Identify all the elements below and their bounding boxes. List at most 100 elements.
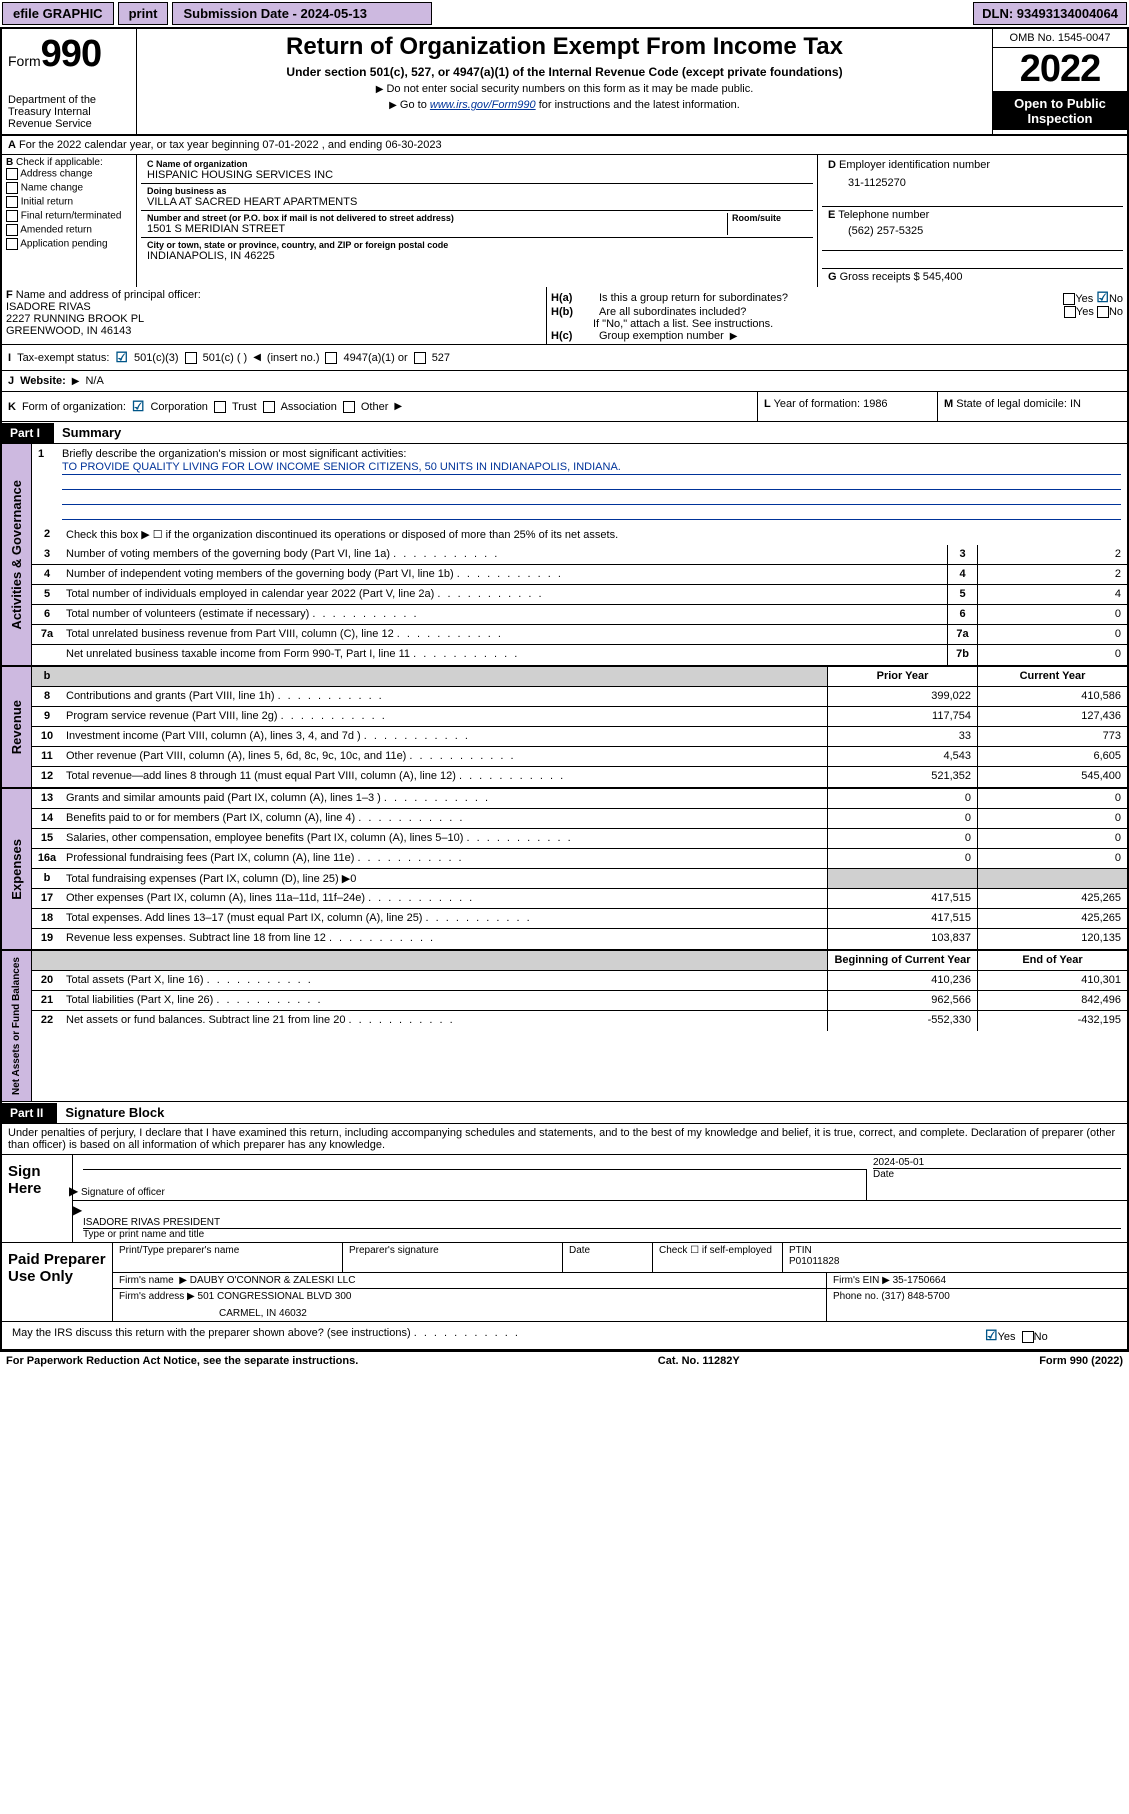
no-label: No	[1109, 293, 1123, 305]
name-change-checkbox[interactable]	[6, 182, 18, 194]
officer-addr1: 2227 RUNNING BROOK PL	[6, 313, 542, 325]
app-pending-checkbox[interactable]	[6, 238, 18, 250]
line-value: 0	[977, 605, 1127, 624]
prior-value: 417,515	[827, 889, 977, 908]
527-checkbox[interactable]	[414, 352, 426, 364]
line-value: 2	[977, 565, 1127, 584]
sig-officer-label: Signature of officer	[81, 1187, 165, 1198]
letter-i: I	[8, 352, 11, 364]
sidebar-expenses: Expenses	[2, 789, 32, 949]
firm-name-label: Firm's name	[119, 1275, 174, 1286]
line-text: Total revenue—add lines 8 through 11 (mu…	[62, 767, 827, 787]
amended-return-checkbox[interactable]	[6, 224, 18, 236]
501c: 501(c) ( )	[203, 352, 248, 364]
line-box: 6	[947, 605, 977, 624]
letter-m: M	[944, 398, 953, 410]
line-box: 7b	[947, 645, 977, 665]
letter-e: E	[828, 209, 835, 221]
org-name: HISPANIC HOUSING SERVICES INC	[147, 169, 807, 181]
form-990-container: Form990 Department of the Treasury Inter…	[0, 27, 1129, 1352]
submission-date-button[interactable]: Submission Date - 2024-05-13	[172, 2, 432, 25]
topbar: efile GRAPHIC print Submission Date - 20…	[0, 0, 1129, 27]
letter-c: C	[147, 159, 154, 169]
ein-value: 31-1125270	[828, 177, 1117, 189]
part1-header: Part I	[2, 423, 54, 443]
prior-value: 417,515	[827, 909, 977, 928]
website-value: N/A	[85, 375, 103, 387]
501c-checkbox[interactable]	[185, 352, 197, 364]
cb-initial: Initial return	[21, 197, 73, 208]
print-button[interactable]: print	[118, 2, 169, 25]
4947-checkbox[interactable]	[325, 352, 337, 364]
line-text: Total number of individuals employed in …	[62, 585, 947, 604]
city-value: INDIANAPOLIS, IN 46225	[147, 250, 807, 262]
line-box: 5	[947, 585, 977, 604]
assoc-checkbox[interactable]	[263, 401, 275, 413]
ha-text: Is this a group return for subordinates?	[599, 292, 1057, 304]
goto-post: for instructions and the latest informat…	[536, 99, 740, 111]
hb-no-checkbox[interactable]	[1097, 306, 1109, 318]
line-text: Grants and similar amounts paid (Part IX…	[62, 789, 827, 808]
gross-value: 545,400	[923, 271, 963, 283]
prior-value: 410,236	[827, 971, 977, 990]
firm-ein-label: Firm's EIN	[833, 1275, 879, 1286]
current-value: 120,135	[977, 929, 1127, 949]
irs-link[interactable]: www.irs.gov/Form990	[430, 99, 536, 111]
department-label: Department of the Treasury Internal Reve…	[8, 94, 130, 130]
discuss-no-checkbox[interactable]	[1022, 1331, 1034, 1343]
final-return-checkbox[interactable]	[6, 210, 18, 222]
cb-address: Address change	[20, 169, 92, 180]
part1-header-row: Part I Summary	[2, 422, 1127, 444]
part2-header-row: Part II Signature Block	[2, 1102, 1127, 1124]
form-header: Form990 Department of the Treasury Inter…	[2, 29, 1127, 136]
line-value: 4	[977, 585, 1127, 604]
initial-return-checkbox[interactable]	[6, 196, 18, 208]
current-value: 410,301	[977, 971, 1127, 990]
letter-g: G	[828, 271, 837, 283]
cb-amended: Amended return	[20, 225, 92, 236]
line-box: 3	[947, 545, 977, 564]
discuss-text: May the IRS discuss this return with the…	[8, 1325, 981, 1346]
line-text: Other revenue (Part VIII, column (A), li…	[62, 747, 827, 766]
efile-graphic-button[interactable]: efile GRAPHIC	[2, 2, 114, 25]
sig-date-label: Date	[873, 1168, 1121, 1180]
org-trust: Trust	[232, 401, 257, 413]
part2-title: Signature Block	[57, 1102, 172, 1123]
line-text: Net unrelated business taxable income fr…	[62, 645, 947, 665]
sidebar-governance: Activities & Governance	[2, 444, 32, 665]
declaration-text: Under penalties of perjury, I declare th…	[2, 1124, 1127, 1155]
current-value: 0	[977, 829, 1127, 848]
org-name-label: Name of organization	[156, 159, 248, 169]
address-change-checkbox[interactable]	[6, 168, 18, 180]
self-employed-check: Check ☐ if self-employed	[653, 1243, 783, 1272]
hb-yes-checkbox[interactable]	[1064, 306, 1076, 318]
prior-value: 4,543	[827, 747, 977, 766]
form-word: Form	[8, 53, 41, 69]
line-text: Number of voting members of the governin…	[62, 545, 947, 564]
line-text: Revenue less expenses. Subtract line 18 …	[62, 929, 827, 949]
tax-exempt-label: Tax-exempt status:	[17, 352, 109, 364]
sidebar-net-assets: Net Assets or Fund Balances	[2, 951, 32, 1101]
prior-value: 103,837	[827, 929, 977, 949]
firm-addr1: 501 CONGRESSIONAL BLVD 300	[198, 1291, 352, 1302]
line-text: Salaries, other compensation, employee b…	[62, 829, 827, 848]
ha-yes-checkbox[interactable]	[1063, 293, 1075, 305]
other-checkbox[interactable]	[343, 401, 355, 413]
phone-value: (562) 257-5325	[828, 225, 1117, 237]
letter-hc: H(c)	[551, 330, 572, 342]
mission-text: TO PROVIDE QUALITY LIVING FOR LOW INCOME…	[62, 461, 1121, 475]
year-formation: 1986	[863, 398, 887, 410]
dba-label: Doing business as	[147, 186, 807, 196]
section-b: B Check if applicable: Address change Na…	[2, 155, 137, 287]
prep-sig-header: Preparer's signature	[349, 1245, 556, 1256]
current-value: 773	[977, 727, 1127, 746]
section-f-h: F Name and address of principal officer:…	[2, 287, 1127, 345]
goto-pre: Go to	[400, 99, 430, 111]
dba-value: VILLA AT SACRED HEART APARTMENTS	[147, 196, 807, 208]
current-value: -432,195	[977, 1011, 1127, 1031]
current-value	[977, 869, 1127, 888]
prior-value: 962,566	[827, 991, 977, 1010]
trust-checkbox[interactable]	[214, 401, 226, 413]
begin-year-header: Beginning of Current Year	[827, 951, 977, 970]
line-text: Total assets (Part X, line 16)	[62, 971, 827, 990]
